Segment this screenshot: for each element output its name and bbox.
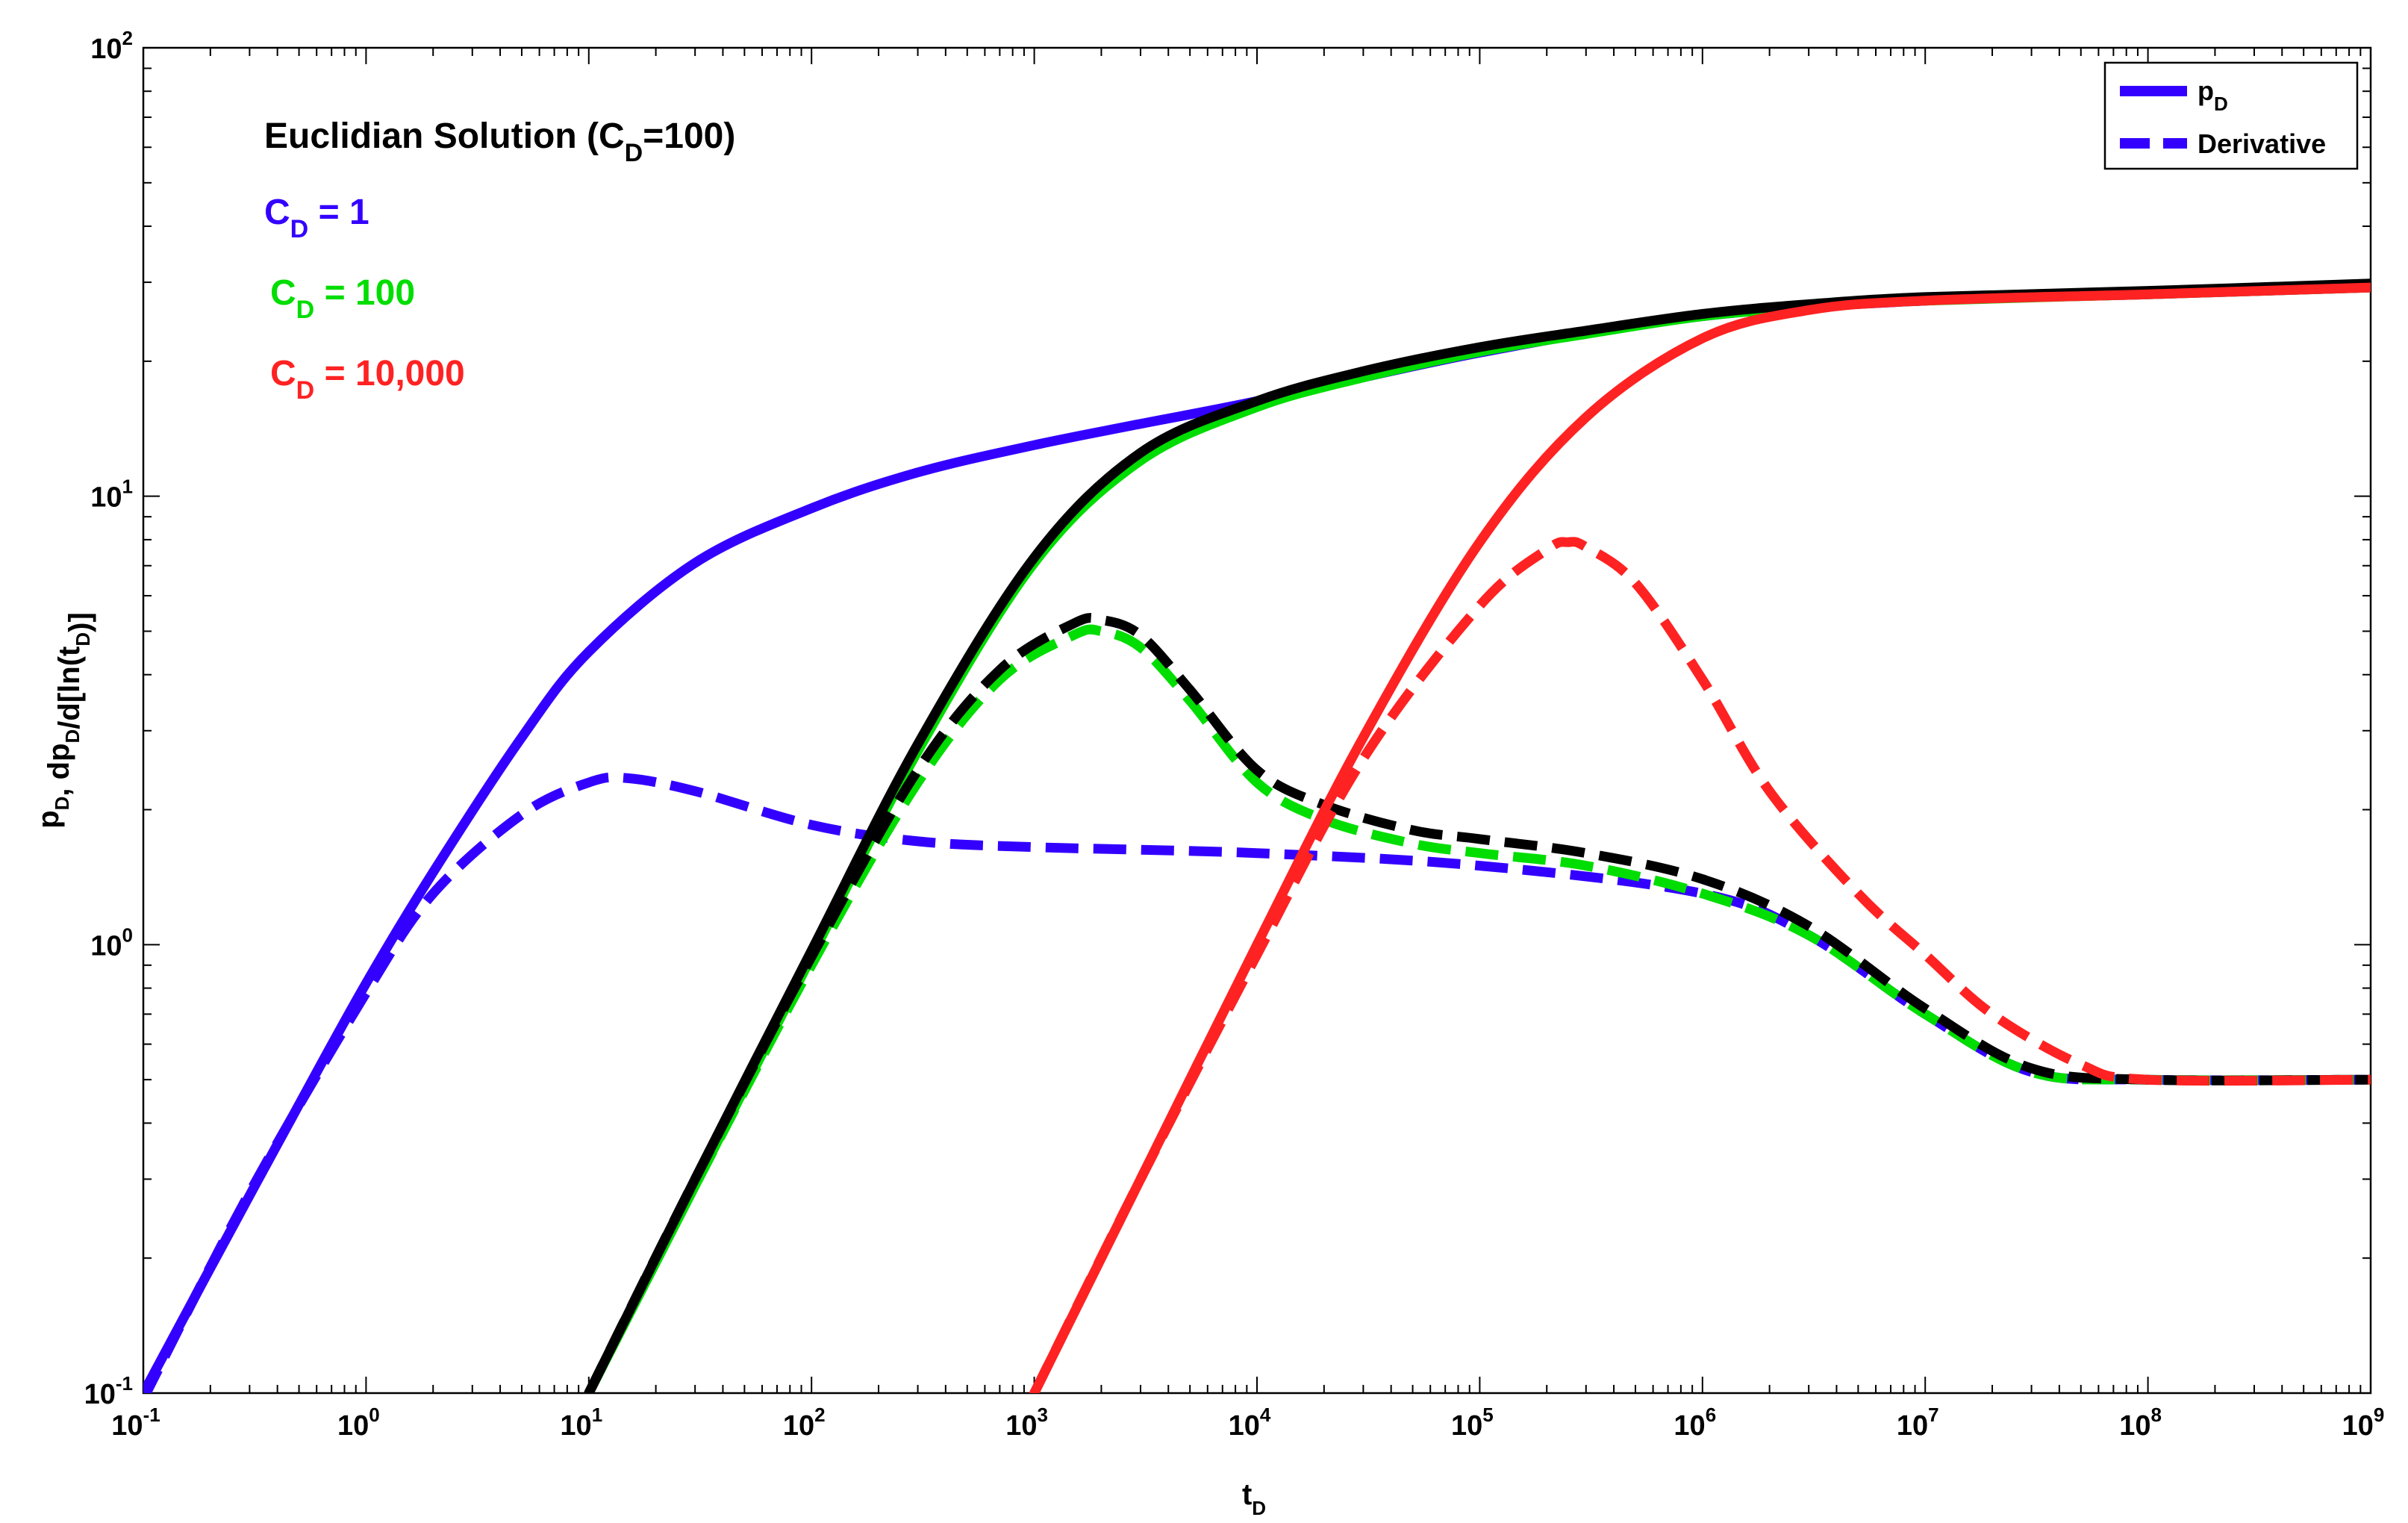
x-tick-label: 105 xyxy=(1451,1404,1494,1442)
legend-label-pd: pD xyxy=(2198,75,2228,115)
y-tick-label: 100 xyxy=(90,924,133,962)
x-tick-label: 109 xyxy=(2342,1404,2385,1442)
legend: pD Derivative xyxy=(2103,61,2359,170)
x-tick-label: 102 xyxy=(783,1404,826,1442)
x-tick-label: 10-1 xyxy=(111,1404,160,1442)
x-tick-label: 101 xyxy=(560,1404,602,1442)
plot-area xyxy=(142,46,2372,1395)
annotation-0: Euclidian Solution (CD=100) xyxy=(264,116,735,167)
annotation-2: CD = 100 xyxy=(270,273,415,324)
x-tick-label: 103 xyxy=(1005,1404,1048,1442)
x-tick-label: 106 xyxy=(1674,1404,1716,1442)
legend-box xyxy=(2103,61,2359,170)
legend-label-derivative: Derivative xyxy=(2198,128,2326,159)
series-6-solid xyxy=(1029,282,2371,1393)
tick-marks xyxy=(143,47,2371,1394)
y-tick-label: 10-1 xyxy=(84,1372,133,1410)
x-tick-label: 100 xyxy=(337,1404,380,1442)
series-5-dashed xyxy=(584,613,2371,1393)
x-tick-label: 108 xyxy=(2119,1404,2162,1442)
x-tick-label: 107 xyxy=(1897,1404,1939,1442)
tick-labels: 10-1 100 101 102 103 104 105 106 107 108 109 10-1 10… xyxy=(84,27,2385,1442)
x-axis-label: tD xyxy=(1242,1478,1266,1519)
y-axis-label: pD, dpD/d[ln(tD)] xyxy=(32,612,96,829)
annotation-1: CD = 1 xyxy=(264,193,369,243)
annotations: Euclidian Solution (CD=100) CD = 1 CD = 10… xyxy=(264,116,735,405)
series-7-dashed xyxy=(1029,537,2371,1393)
y-tick-label: 102 xyxy=(90,27,133,65)
x-tick-label: 104 xyxy=(1229,1404,1271,1442)
y-tick-label: 101 xyxy=(90,476,133,514)
annotation-3: CD = 10,000 xyxy=(270,354,465,405)
series-layer xyxy=(143,278,2371,1393)
